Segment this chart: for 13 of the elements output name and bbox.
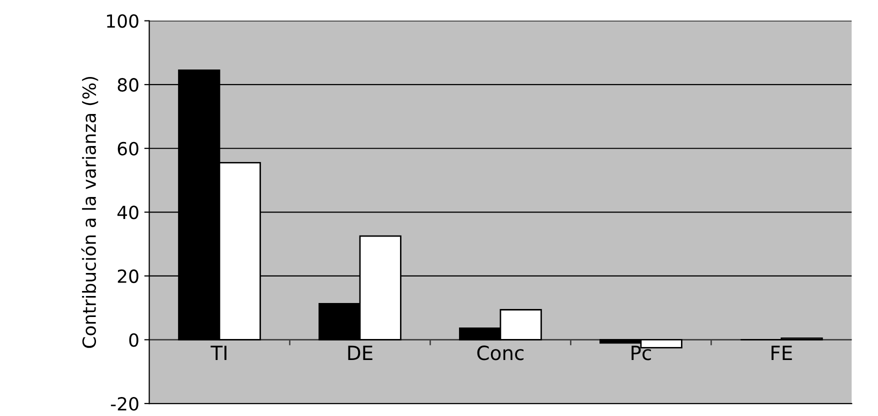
x-tick-label: DE <box>348 346 372 360</box>
y-tick-label: 80 <box>118 78 138 92</box>
y-tick-label: 20 <box>118 269 138 284</box>
x-tick-label: Conc <box>477 346 524 360</box>
y-tick-label: 100 <box>107 14 138 28</box>
y-tick-label: 40 <box>117 206 138 220</box>
y-axis-title: Contribución a la varianza (%) <box>81 76 98 348</box>
x-tick-label: Pc <box>632 346 651 360</box>
y-tick-label: 60 <box>118 142 138 156</box>
x-tick-label: FE <box>772 346 792 360</box>
x-tick-label: TI <box>210 346 226 360</box>
y-tick-label: -20 <box>110 396 138 411</box>
y-tick-label: 0 <box>129 333 138 347</box>
